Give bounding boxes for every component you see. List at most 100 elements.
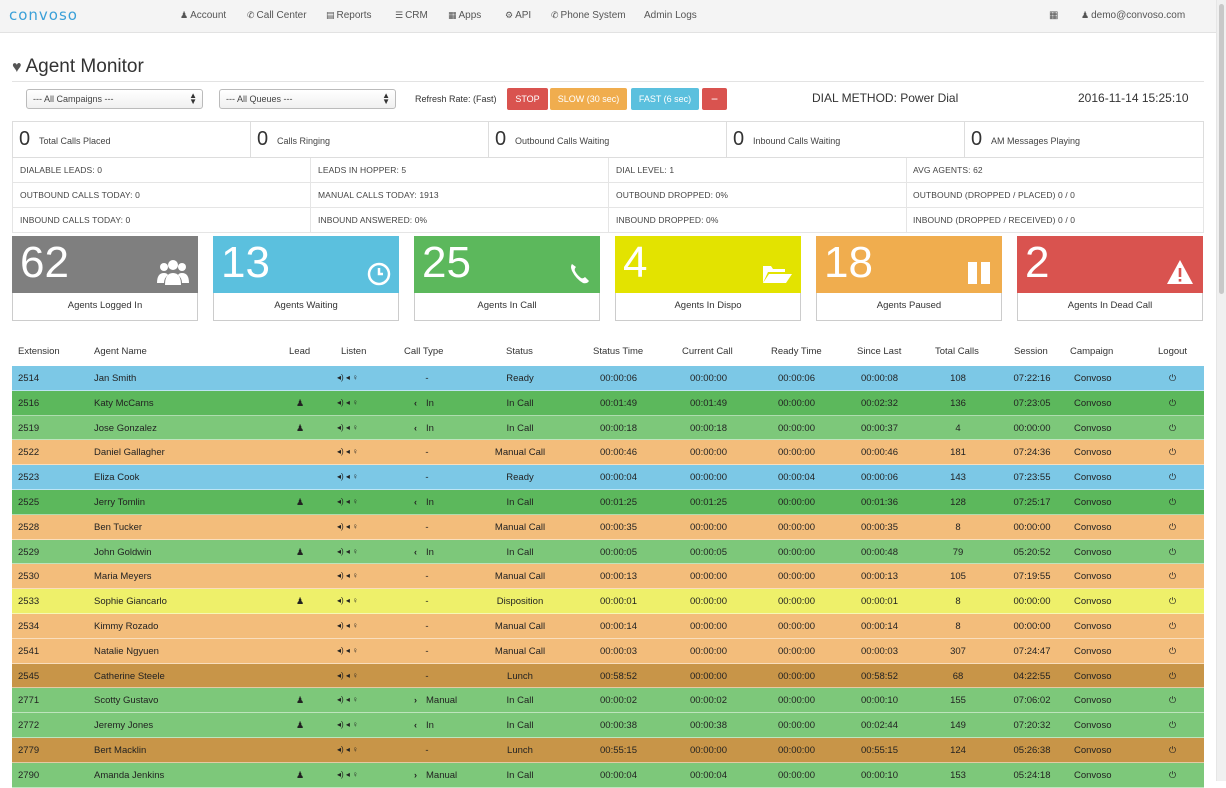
user-menu[interactable]: ♟ demo@convoso.com (1081, 10, 1186, 21)
listen-controls[interactable]: ◂) ◂ ♀ (337, 745, 358, 754)
agent-name-cell[interactable]: Maria Meyers (94, 571, 152, 582)
listen-controls[interactable]: ◂) ◂ ♀ (337, 571, 358, 580)
listen-controls[interactable]: ◂) ◂ ♀ (337, 423, 358, 432)
logout-power-icon[interactable]: ⏻ (1169, 398, 1177, 408)
table-row[interactable]: 2541 Natalie Ngyuen ◂) ◂ ♀ - Manual Call 00:0… (12, 639, 1204, 664)
microphone-icon[interactable]: ♀ (349, 497, 359, 506)
microphone-icon[interactable]: ♀ (349, 472, 359, 481)
col-listen[interactable]: Listen (341, 346, 367, 357)
lead-user-icon[interactable]: ♟ (296, 720, 305, 730)
volume-icon[interactable]: ◂) (337, 770, 344, 779)
listen-controls[interactable]: ◂) ◂ ♀ (337, 398, 358, 407)
logout-power-icon[interactable]: ⏻ (1169, 522, 1177, 532)
volume-icon[interactable]: ◂) (337, 571, 344, 580)
microphone-icon[interactable]: ♀ (349, 621, 359, 630)
minus-button[interactable]: − (702, 88, 727, 110)
lead-user-icon[interactable]: ♟ (296, 596, 305, 606)
lead-user-icon[interactable]: ♟ (296, 770, 305, 780)
volume-icon[interactable]: ◂) (337, 447, 344, 456)
col-extension[interactable]: Extension (18, 346, 60, 357)
agent-name-cell[interactable]: Ben Tucker (94, 522, 143, 533)
queue-select[interactable]: --- All Queues --- ▲ ▼ (219, 89, 396, 109)
microphone-icon[interactable]: ♀ (349, 423, 359, 432)
table-row[interactable]: 2525 Jerry Tomlin ♟ ◂) ◂ ♀ ‹ In In Call 00:01:2… (12, 490, 1204, 515)
logout-power-icon[interactable]: ⏻ (1169, 423, 1177, 433)
tile-agents-waiting[interactable]: 13 Agents Waiting (213, 236, 399, 321)
tile-agents-in-call[interactable]: 25 Agents In Call (414, 236, 600, 321)
nav-apps[interactable]: ▦ Apps (448, 10, 482, 21)
logout-power-icon[interactable]: ⏻ (1169, 472, 1177, 482)
microphone-icon[interactable]: ♀ (349, 522, 359, 531)
volume-icon[interactable]: ◂) (337, 621, 344, 630)
nav-reports[interactable]: ▤ Reports (326, 10, 372, 21)
volume-icon[interactable]: ◂) (337, 373, 344, 382)
col-status[interactable]: Status (506, 346, 533, 357)
microphone-icon[interactable]: ♀ (349, 770, 359, 779)
stop-button[interactable]: STOP (507, 88, 548, 110)
volume-icon[interactable]: ◂) (337, 720, 344, 729)
volume-icon[interactable]: ◂) (337, 398, 344, 407)
listen-controls[interactable]: ◂) ◂ ♀ (337, 447, 358, 456)
microphone-icon[interactable]: ♀ (349, 745, 359, 754)
col-current-call[interactable]: Current Call (682, 346, 733, 357)
listen-controls[interactable]: ◂) ◂ ♀ (337, 547, 358, 556)
col-logout[interactable]: Logout (1158, 346, 1188, 357)
microphone-icon[interactable]: ♀ (349, 596, 359, 605)
nav-account[interactable]: ♟ Account (180, 10, 227, 21)
whisper-icon[interactable]: ◂ (343, 695, 350, 704)
agent-name-cell[interactable]: Natalie Ngyuen (94, 646, 159, 657)
volume-icon[interactable]: ◂) (337, 745, 344, 754)
database-icon[interactable]: ▦ (1049, 10, 1059, 21)
agent-name-cell[interactable]: Sophie Giancarlo (94, 596, 167, 607)
whisper-icon[interactable]: ◂ (343, 547, 350, 556)
listen-controls[interactable]: ◂) ◂ ♀ (337, 497, 358, 506)
whisper-icon[interactable]: ◂ (343, 571, 350, 580)
table-row[interactable]: 2516 Katy McCarns ♟ ◂) ◂ ♀ ‹ In In Call 00:01:4… (12, 391, 1204, 416)
volume-icon[interactable]: ◂) (337, 547, 344, 556)
nav-admin-logs[interactable]: Admin Logs (644, 10, 697, 21)
lead-user-icon[interactable]: ♟ (296, 423, 305, 433)
whisper-icon[interactable]: ◂ (343, 447, 350, 456)
tile-agents-in-dead-call[interactable]: 2 Agents In Dead Call (1017, 236, 1203, 321)
listen-controls[interactable]: ◂) ◂ ♀ (337, 770, 358, 779)
logout-power-icon[interactable]: ⏻ (1169, 547, 1177, 557)
listen-controls[interactable]: ◂) ◂ ♀ (337, 373, 358, 382)
table-row[interactable]: 2772 Jeremy Jones ♟ ◂) ◂ ♀ ‹ In In Call 00:00:3… (12, 713, 1204, 738)
whisper-icon[interactable]: ◂ (343, 745, 350, 754)
listen-controls[interactable]: ◂) ◂ ♀ (337, 671, 358, 680)
tile-agents-logged-in[interactable]: 62 Agents Logged In (12, 236, 198, 321)
col-status-time[interactable]: Status Time (593, 346, 644, 357)
agent-name-cell[interactable]: Jan Smith (94, 373, 137, 384)
table-row[interactable]: 2533 Sophie Giancarlo ♟ ◂) ◂ ♀ - Disposition 0… (12, 589, 1204, 614)
volume-icon[interactable]: ◂) (337, 522, 344, 531)
agent-name-cell[interactable]: Kimmy Rozado (94, 621, 159, 632)
listen-controls[interactable]: ◂) ◂ ♀ (337, 646, 358, 655)
microphone-icon[interactable]: ♀ (349, 671, 359, 680)
agent-name-cell[interactable]: Daniel Gallagher (94, 447, 165, 458)
volume-icon[interactable]: ◂) (337, 596, 344, 605)
microphone-icon[interactable]: ♀ (349, 571, 359, 580)
col-since-last[interactable]: Since Last (857, 346, 902, 357)
whisper-icon[interactable]: ◂ (343, 472, 350, 481)
agent-name-cell[interactable]: John Goldwin (94, 547, 152, 558)
table-row[interactable]: 2529 John Goldwin ♟ ◂) ◂ ♀ ‹ In In Call 00:00:0… (12, 540, 1204, 564)
microphone-icon[interactable]: ♀ (349, 720, 359, 729)
whisper-icon[interactable]: ◂ (343, 621, 350, 630)
logout-power-icon[interactable]: ⏻ (1169, 596, 1177, 606)
listen-controls[interactable]: ◂) ◂ ♀ (337, 522, 358, 531)
table-row[interactable]: 2528 Ben Tucker ◂) ◂ ♀ - Manual Call 00:00:35… (12, 515, 1204, 540)
campaign-select[interactable]: --- All Campaigns --- ▲ ▼ (26, 89, 203, 109)
agent-name-cell[interactable]: Scotty Gustavo (94, 695, 159, 706)
volume-icon[interactable]: ◂) (337, 497, 344, 506)
logout-power-icon[interactable]: ⏻ (1169, 447, 1177, 457)
whisper-icon[interactable]: ◂ (343, 770, 350, 779)
agent-name-cell[interactable]: Jose Gonzalez (94, 423, 157, 434)
lead-user-icon[interactable]: ♟ (296, 547, 305, 557)
listen-controls[interactable]: ◂) ◂ ♀ (337, 472, 358, 481)
whisper-icon[interactable]: ◂ (343, 671, 350, 680)
listen-controls[interactable]: ◂) ◂ ♀ (337, 621, 358, 630)
volume-icon[interactable]: ◂) (337, 472, 344, 481)
microphone-icon[interactable]: ♀ (349, 646, 359, 655)
microphone-icon[interactable]: ♀ (349, 398, 359, 407)
nav-call-center[interactable]: ✆ Call Center (247, 10, 307, 21)
